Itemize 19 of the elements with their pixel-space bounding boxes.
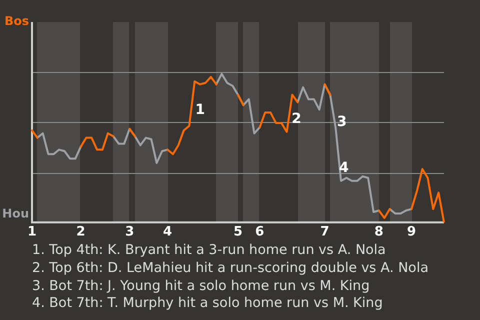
text: Hou xyxy=(2,206,29,221)
x-tick-label: 6 xyxy=(255,224,264,240)
annotation: 2 xyxy=(292,110,302,127)
annotation: 4 xyxy=(339,160,350,176)
x-tick-label: 3 xyxy=(125,224,134,240)
x-tick-label: 5 xyxy=(233,224,243,240)
annotation: 1 xyxy=(195,102,205,118)
x-tick-label: 4 xyxy=(163,224,172,240)
x-tick-label: 7 xyxy=(320,224,330,240)
x-tick-label: 9 xyxy=(406,224,416,240)
text: Bos xyxy=(4,14,29,28)
x-tick-label: 1 xyxy=(27,224,37,240)
text: 3. Bot 7th: J. Young hit a solo home run vs M. King xyxy=(32,278,371,296)
text: 4. Bot 7th: T. Murphy hit a solo home run vs M. King xyxy=(32,295,384,314)
x-tick-label: 2 xyxy=(76,224,86,240)
x-tick-label: 8 xyxy=(374,224,384,240)
annotation: 3 xyxy=(336,114,347,130)
text: 1. Top 4th: K. Bryant hit a 3-run home run vs A. Nola xyxy=(32,242,387,260)
text: 2. Top 6th: D. LeMahieu hit a run-scoring double vs A. Nola xyxy=(32,260,428,278)
